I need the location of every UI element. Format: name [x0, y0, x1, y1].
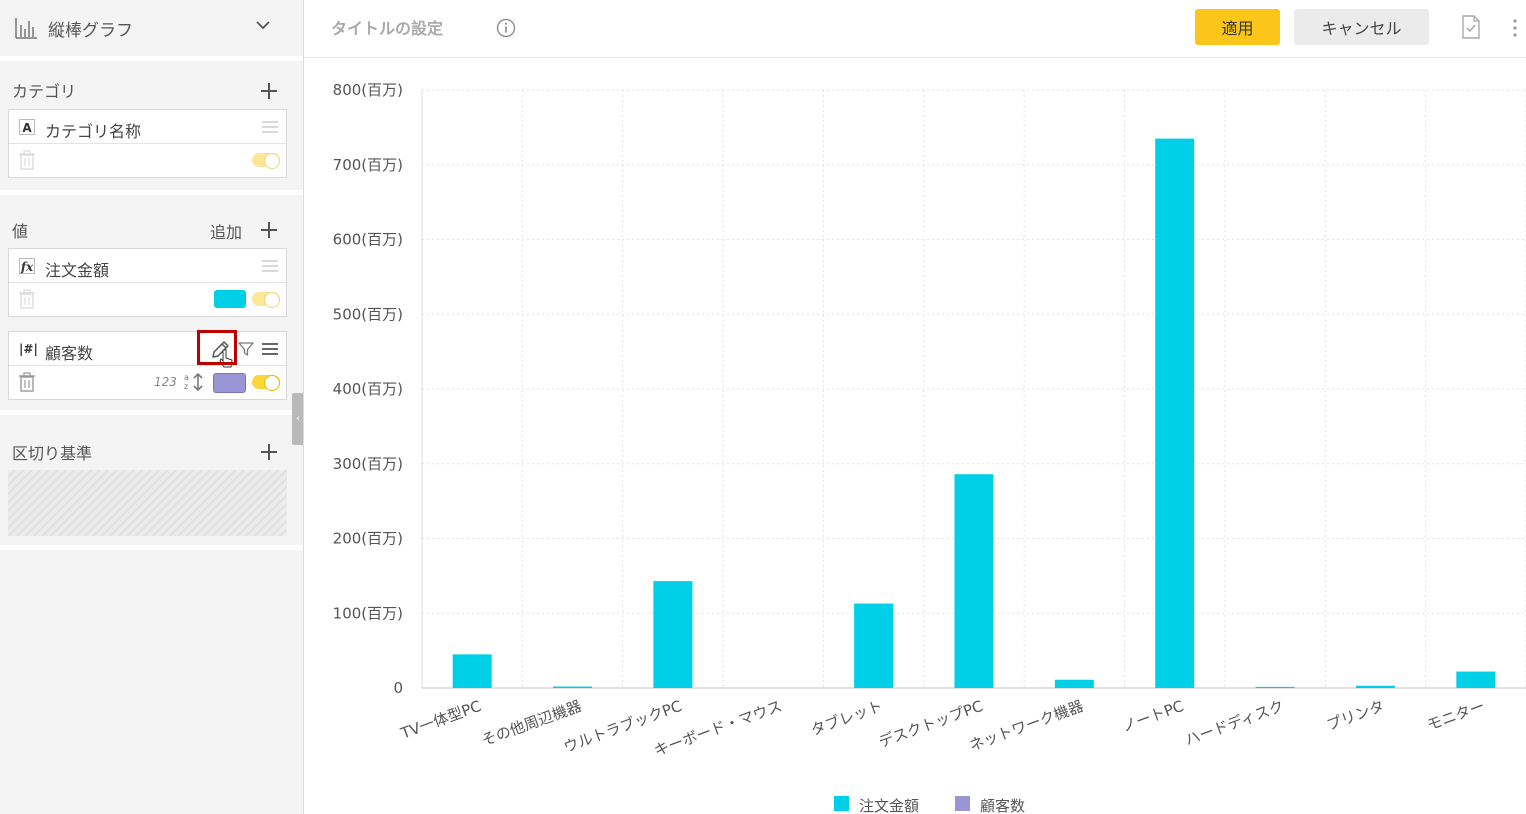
bar-chart-icon [15, 18, 37, 39]
numeric-sort-label[interactable]: 123 [154, 375, 177, 389]
y-tick-label: 300(百万) [333, 455, 403, 473]
bar [1054, 679, 1094, 688]
series-color-swatch[interactable] [213, 373, 246, 393]
add-value-text[interactable]: 追加 [210, 223, 243, 242]
pencil-edit-icon[interactable] [209, 339, 231, 361]
highlight-box [197, 330, 237, 365]
y-tick-label: 600(百万) [333, 231, 403, 249]
export-document-icon[interactable] [1461, 15, 1481, 39]
x-tick-label: TV一体型PC [398, 697, 484, 743]
bar-chart: 0 100(百万) 200(百万) 300(百万) 400(百万) 500(百万) 600(… [333, 81, 1526, 814]
chart-type-label: 縦棒グラフ [48, 20, 133, 41]
value-field-name: 顧客数 [45, 344, 94, 363]
bar [653, 581, 693, 688]
bar [553, 686, 593, 688]
formula-type-icon: fx [19, 258, 35, 274]
bar [854, 603, 894, 688]
x-tick-label: タブレット [808, 697, 885, 740]
add-breakdown-plus-icon[interactable] [260, 443, 278, 461]
cancel-button[interactable]: キャンセル [1294, 9, 1429, 45]
bar [452, 654, 492, 688]
divider [0, 410, 303, 415]
bar [954, 474, 994, 688]
breakdown-drop-zone[interactable] [8, 470, 287, 536]
panel-divider [303, 0, 304, 814]
svg-text:a: a [184, 373, 189, 382]
more-vertical-icon[interactable] [1512, 18, 1518, 38]
bar [1155, 138, 1195, 688]
info-icon[interactable] [496, 18, 516, 38]
trash-icon[interactable] [19, 150, 35, 170]
y-tick-label: 400(百万) [333, 380, 403, 398]
x-tick-label: プリンタ [1324, 697, 1387, 734]
x-tick-label: ノートPC [1119, 697, 1186, 736]
x-tick-label: ネットワーク機器 [967, 697, 1086, 755]
drag-handle-icon[interactable] [262, 121, 278, 133]
chart-header-bar: タイトルの設定 適用 キャンセル [304, 0, 1526, 58]
y-tick-label: 700(百万) [333, 156, 403, 174]
bar [1456, 671, 1496, 688]
series-visibility-toggle[interactable] [252, 292, 280, 308]
trash-icon[interactable] [19, 372, 35, 392]
y-tick-label: 100(百万) [333, 604, 403, 622]
chart-title-input[interactable]: タイトルの設定 [331, 19, 444, 38]
category-field-name: カテゴリ名称 [45, 122, 142, 141]
chevron-down-icon[interactable] [256, 20, 270, 30]
values-section-title: 値 [12, 222, 29, 241]
sort-az-icon[interactable]: a z [183, 372, 205, 392]
collapse-panel-handle[interactable]: ‹ [292, 393, 304, 445]
legend-label: 注文金額 [859, 797, 919, 814]
field-panel: 縦棒グラフ カテゴリ A カテゴリ名称 [0, 0, 304, 814]
legend-label: 顧客数 [980, 797, 1025, 814]
series-visibility-toggle[interactable] [252, 375, 280, 391]
value-field-card-1: fx 注文金額 [8, 248, 287, 317]
text-type-icon: A [19, 119, 35, 135]
category-section-title: カテゴリ [12, 82, 77, 101]
filter-icon[interactable] [238, 341, 254, 357]
value-field-card-2: |#| 顧客数 [8, 331, 287, 400]
add-value-plus-icon[interactable] [260, 221, 278, 239]
y-tick-label: 800(百万) [333, 81, 403, 99]
x-tick-label: モニター [1425, 697, 1488, 734]
y-tick-label: 200(百万) [333, 530, 403, 548]
series-color-swatch[interactable] [214, 290, 246, 308]
category-field-card: A カテゴリ名称 [8, 109, 287, 178]
breakdown-section-title: 区切り基準 [12, 444, 93, 463]
add-category-plus-icon[interactable] [260, 82, 278, 100]
bar [1355, 685, 1395, 688]
category-visibility-toggle[interactable] [252, 153, 280, 169]
value-field-name: 注文金額 [45, 261, 110, 280]
x-tick-label: ハードディスク [1183, 697, 1287, 749]
svg-text:z: z [184, 382, 188, 391]
divider [0, 545, 303, 550]
divider [0, 190, 303, 195]
y-tick-label: 0 [393, 679, 403, 697]
drag-handle-icon[interactable] [262, 343, 278, 355]
divider [0, 56, 303, 61]
number-type-icon: |#| [19, 342, 38, 356]
bar [1255, 686, 1295, 688]
trash-icon[interactable] [19, 289, 35, 309]
drag-handle-icon[interactable] [262, 260, 278, 272]
apply-button[interactable]: 適用 [1195, 9, 1280, 45]
y-tick-label: 500(百万) [333, 305, 403, 323]
legend-swatch [955, 796, 970, 811]
legend-swatch [834, 796, 849, 811]
chart-type-selector[interactable]: 縦棒グラフ [0, 0, 303, 56]
